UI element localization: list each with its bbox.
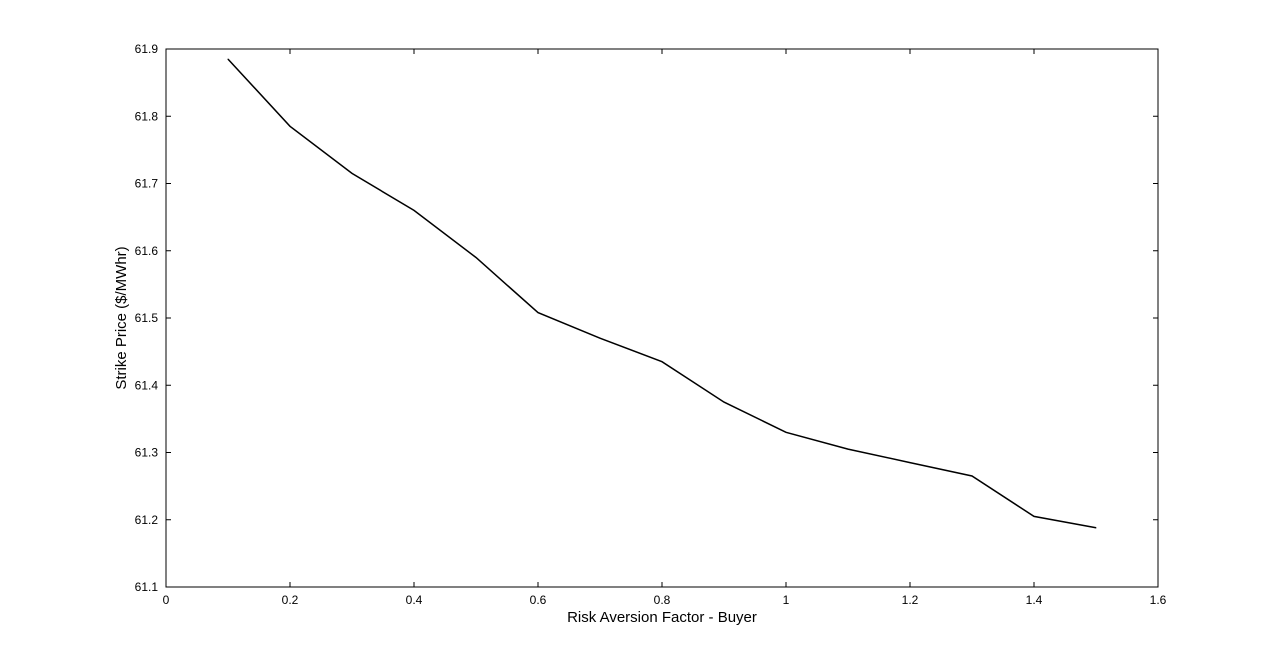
data-point <box>661 361 663 363</box>
y-axis: 61.1 61.2 61.3 61.4 61.5 61.6 61.7 61.8 61.9 <box>135 42 1158 594</box>
y-tick-label: 61.5 <box>135 311 159 325</box>
y-tick-label: 61.3 <box>135 446 159 460</box>
x-tick-label: 0 <box>163 593 170 607</box>
x-tick-label: 1.2 <box>902 593 919 607</box>
series-points <box>227 58 1097 529</box>
y-tick-label: 61.9 <box>135 42 159 56</box>
x-tick-label: 0.6 <box>530 593 547 607</box>
data-point <box>227 58 229 60</box>
data-point <box>599 337 601 339</box>
y-tick-label: 61.1 <box>135 580 159 594</box>
data-point <box>537 312 539 314</box>
data-point <box>289 125 291 127</box>
y-tick-label: 61.8 <box>135 109 159 123</box>
data-point <box>847 448 849 450</box>
y-axis-label: Strike Price ($/MWhr) <box>113 246 130 389</box>
data-point <box>785 431 787 433</box>
x-tick-label: 0.8 <box>654 593 671 607</box>
data-point <box>351 172 353 174</box>
data-point <box>1095 527 1097 529</box>
x-tick-label: 1.6 <box>1150 593 1167 607</box>
data-point <box>723 401 725 403</box>
axes-box <box>165 48 1159 588</box>
data-point <box>413 209 415 211</box>
y-tick-label: 61.4 <box>135 378 159 392</box>
y-tick-label: 61.2 <box>135 513 159 527</box>
x-tick-label: 1 <box>783 593 790 607</box>
y-tick-label: 61.6 <box>135 244 159 258</box>
data-point <box>909 462 911 464</box>
x-tick-label: 0.2 <box>282 593 299 607</box>
data-point <box>475 256 477 258</box>
x-tick-label: 0.4 <box>406 593 423 607</box>
data-point <box>1033 515 1035 517</box>
plot-area: 0 0.2 0.4 0.6 0.8 1 1.2 1.4 1.6 61.1 61.2 61.3 61.4… <box>135 42 1167 607</box>
x-axis: 0 0.2 0.4 0.6 0.8 1 1.2 1.4 1.6 <box>163 49 1167 607</box>
y-tick-label: 61.7 <box>135 177 159 191</box>
data-point <box>971 475 973 477</box>
series-line <box>227 58 1097 529</box>
x-axis-label: Risk Aversion Factor - Buyer <box>567 609 757 626</box>
x-tick-label: 1.4 <box>1026 593 1043 607</box>
